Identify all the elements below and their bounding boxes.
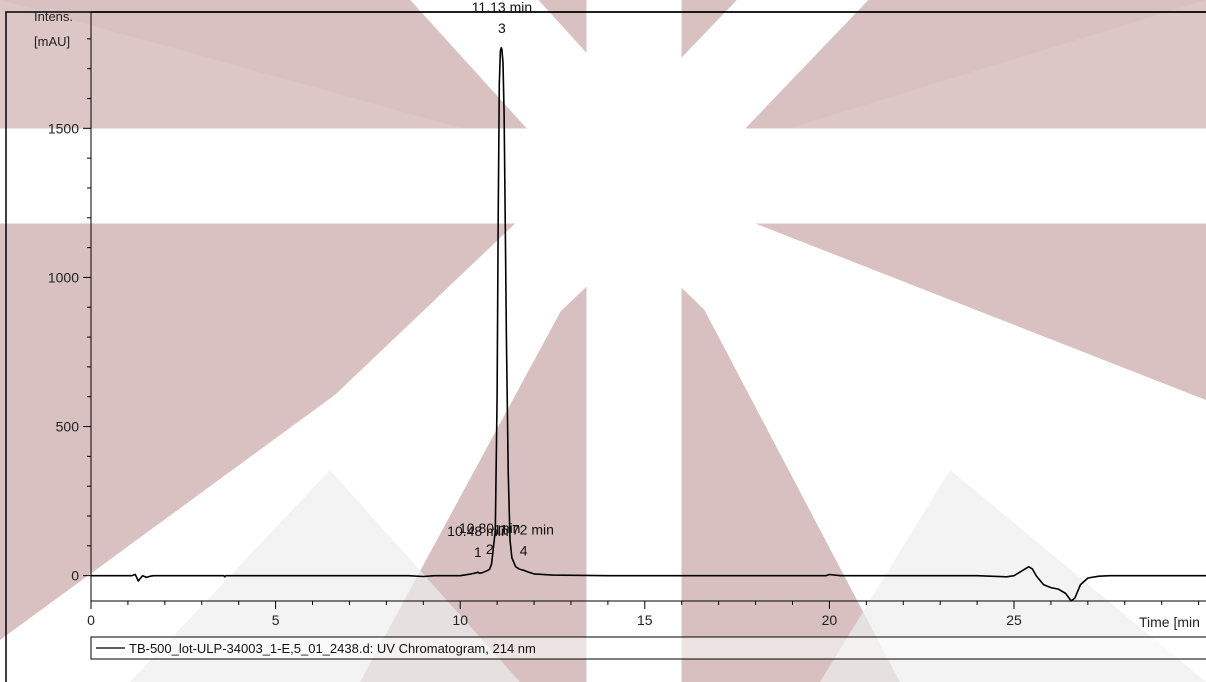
outer-frame [5, 11, 1206, 682]
y-tick-label: 1000 [48, 269, 79, 285]
x-tick-label: 10 [452, 612, 468, 628]
peak-time-label: 10.48 min [447, 523, 508, 539]
legend-label: TB-500_lot-ULP-34003_1-E,5_01_2438.d: UV… [129, 641, 536, 656]
peak-number-label: 1 [474, 544, 482, 560]
x-tick-label: 15 [637, 612, 653, 628]
peak-time-label: 11.13 min [472, 0, 532, 15]
x-tick-label: 0 [87, 612, 95, 628]
peak-time-label: 11.72 min [493, 521, 553, 537]
x-tick-label: 25 [1006, 612, 1022, 628]
y-tick-label: 500 [56, 419, 80, 435]
peak-number-label: 3 [498, 20, 506, 36]
x-axis-label: Time [min [1139, 614, 1200, 630]
peak-number-label: 4 [520, 542, 528, 558]
x-tick-label: 20 [822, 612, 838, 628]
y-axis-label-line2: [mAU] [34, 34, 70, 49]
peak-number-label: 2 [486, 541, 494, 557]
peak-time-label: 10.80 min [459, 520, 520, 536]
y-tick-label: 1500 [48, 120, 79, 136]
chromatogram-trace [91, 47, 1206, 602]
y-tick-label: 0 [71, 568, 79, 584]
legend-box [90, 636, 1206, 660]
x-tick-label: 5 [272, 612, 280, 628]
y-axis-label-line1: Intens. [34, 9, 73, 24]
